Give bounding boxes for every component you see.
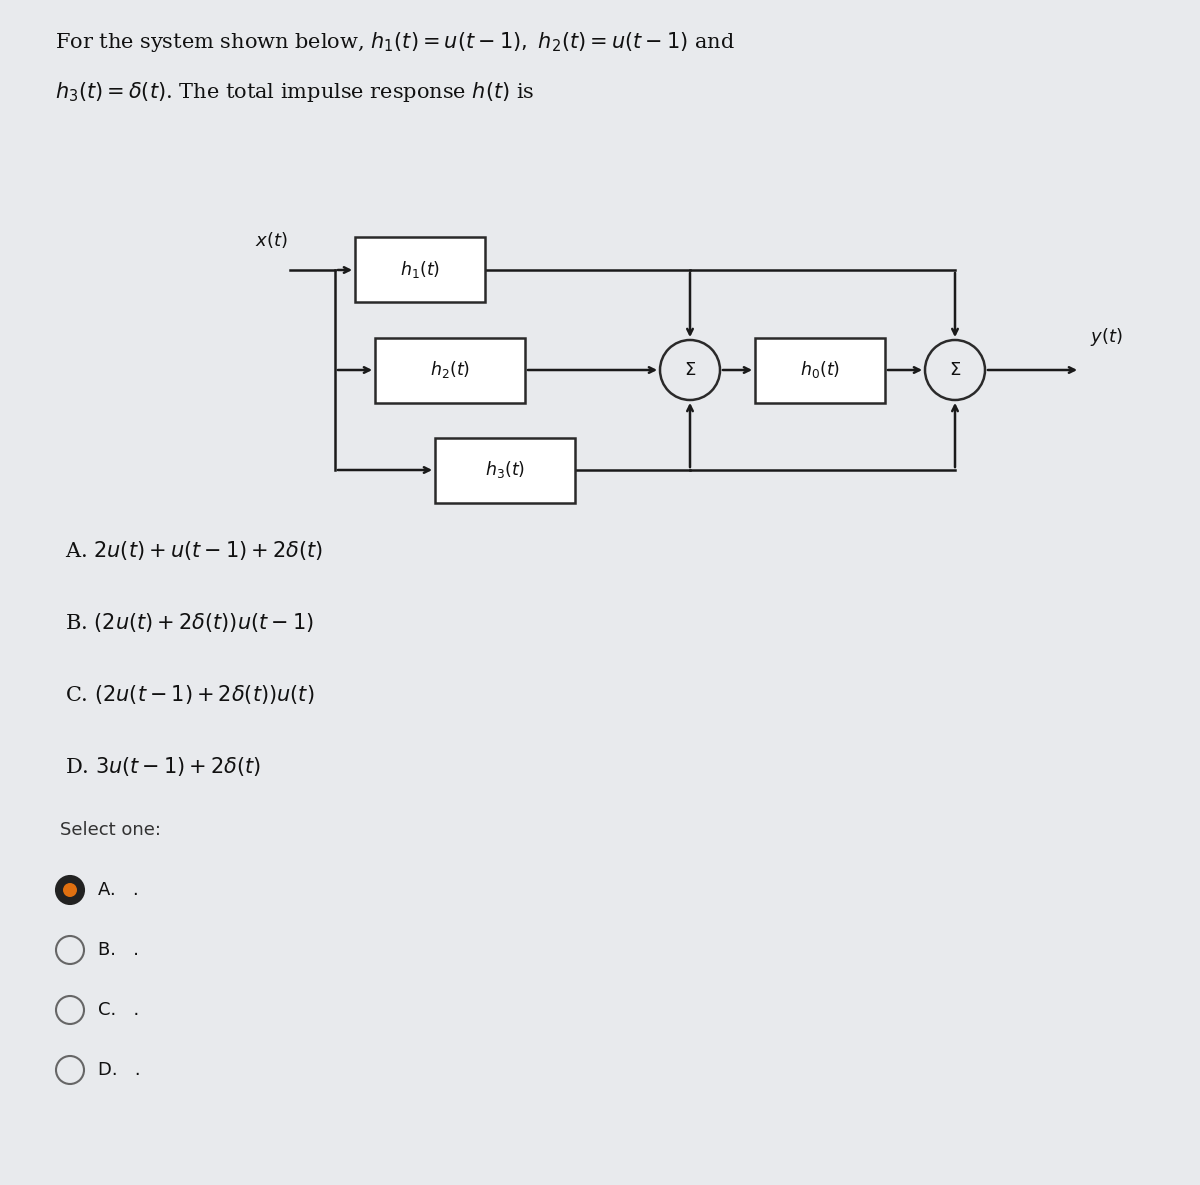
Text: C. $\left(2u(t-1) + 2\delta(t)\right)u(t)$: C. $\left(2u(t-1) + 2\delta(t)\right)u(t… — [65, 683, 314, 705]
Text: D.   .: D. . — [98, 1061, 140, 1080]
Text: B.   .: B. . — [98, 941, 139, 959]
Text: $h_0(t)$: $h_0(t)$ — [800, 359, 840, 380]
Text: A. $2u(t) + u(t-1) + 2\delta(t)$: A. $2u(t) + u(t-1) + 2\delta(t)$ — [65, 538, 323, 562]
FancyBboxPatch shape — [374, 338, 526, 403]
Text: A.   .: A. . — [98, 880, 139, 899]
Circle shape — [64, 883, 77, 897]
Text: D. $3u(t-1) + 2\delta(t)$: D. $3u(t-1) + 2\delta(t)$ — [65, 755, 262, 777]
Text: $h_3(t)$: $h_3(t)$ — [485, 460, 526, 480]
Text: B. $\left(2u(t) + 2\delta(t)\right)u(t-1)$: B. $\left(2u(t) + 2\delta(t)\right)u(t-1… — [65, 610, 314, 634]
Text: C.   .: C. . — [98, 1001, 139, 1019]
Text: $y(t)$: $y(t)$ — [1090, 326, 1123, 348]
Text: $h_1(t)$: $h_1(t)$ — [400, 260, 440, 281]
FancyBboxPatch shape — [355, 237, 485, 302]
Text: $h_2(t)$: $h_2(t)$ — [430, 359, 470, 380]
Text: $\Sigma$: $\Sigma$ — [684, 361, 696, 379]
Text: Select one:: Select one: — [60, 821, 161, 839]
FancyBboxPatch shape — [434, 437, 575, 502]
FancyBboxPatch shape — [755, 338, 886, 403]
Text: For the system shown below, $h_1(t) = u(t-1),\ h_2(t) = u(t-1)$ and: For the system shown below, $h_1(t) = u(… — [55, 30, 736, 55]
Text: $\Sigma$: $\Sigma$ — [949, 361, 961, 379]
Circle shape — [56, 876, 84, 904]
Text: $h_3(t) = \delta(t)$. The total impulse response $h(t)$ is: $h_3(t) = \delta(t)$. The total impulse … — [55, 81, 535, 104]
Text: $x(t)$: $x(t)$ — [254, 230, 288, 250]
